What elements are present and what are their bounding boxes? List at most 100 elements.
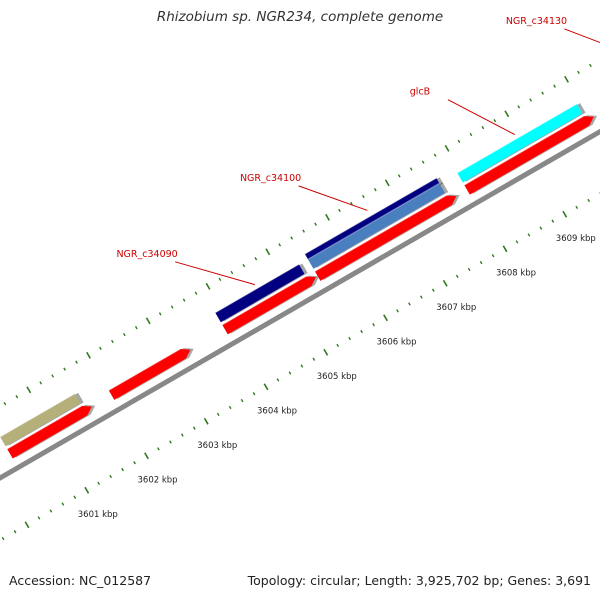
inner-tick-mark [539,226,543,230]
outer-tick-mark [504,110,510,118]
inner-tick-mark [372,323,375,327]
gene-label[interactable]: NGR_c34130 [506,16,567,27]
feature-highlight [304,177,437,255]
feature-cds-forward-1[interactable] [6,405,96,459]
inner-tick-mark [587,198,591,203]
feature-body [7,405,92,459]
inner-tick-mark [13,530,17,534]
feature-body [0,393,81,447]
feature-cds-other-0[interactable] [0,392,84,447]
inner-tick-mark [396,309,399,313]
feature-highlight [108,348,181,391]
feature-body [304,178,440,261]
inner-tick-mark [263,383,269,391]
outer-tick-mark [493,119,497,123]
inner-tick-mark [562,210,568,218]
feature-gene-8[interactable] [456,103,586,183]
inner-tick-mark [24,521,30,529]
outer-tick-mark [254,257,258,261]
outer-tick-mark [265,248,271,256]
kbp-label: 3604 kbp [257,406,297,416]
inner-tick-mark [121,467,124,472]
outer-tick-mark [290,236,294,240]
outer-tick-mark [51,374,55,378]
inner-tick-mark [61,502,65,506]
feature-highlight [456,103,578,174]
inner-tick-mark [431,288,435,292]
outer-tick-mark [230,270,234,275]
kbp-label: 3608 kbp [496,268,536,278]
feature-highlight [0,393,76,438]
feature-gene-3[interactable] [214,263,308,323]
outer-tick-mark [517,105,521,109]
gene-label[interactable]: glcB [410,87,430,98]
outer-tick-mark [3,401,7,406]
inner-tick-mark [455,274,459,279]
outer-tick-mark [205,282,211,290]
outer-tick-mark [433,153,437,157]
outer-tick-mark [409,167,413,171]
outer-tick-mark [589,63,592,68]
feature-highlight [214,263,300,314]
inner-tick-mark [420,295,423,299]
outer-tick-mark [39,381,43,385]
gene-leader-line [447,99,516,136]
inner-tick-mark [312,357,316,361]
inner-tick-mark [276,378,280,382]
feature-cds-forward-9[interactable] [463,115,598,195]
outer-tick-mark [145,317,151,325]
inner-tick-mark [323,348,329,356]
outer-tick-mark [194,291,198,295]
outer-tick-mark [373,188,377,192]
inner-tick-mark [408,302,411,306]
outer-tick-mark [362,194,365,199]
inner-tick-mark [575,205,579,210]
inner-tick-mark [133,461,136,465]
kbp-label: 3606 kbp [377,337,417,347]
inner-tick-mark [515,240,519,244]
feature-gene-5[interactable] [304,177,444,261]
feature-mrna-6[interactable] [307,182,449,269]
outer-tick-mark [302,229,305,233]
inner-tick-mark [97,481,101,486]
inner-tick-mark [203,417,209,425]
outer-tick-mark [350,201,353,206]
inner-tick-mark [467,267,471,272]
feature-cds-forward-4[interactable] [221,275,320,335]
inner-tick-mark [169,440,172,444]
outer-tick-mark [218,277,222,282]
gene-leader-line [564,28,600,44]
feature-body [215,264,305,323]
inner-tick-mark [84,486,90,494]
gene-label[interactable]: NGR_c34090 [116,249,177,260]
inner-tick-mark [216,412,220,417]
feature-cds-forward-7[interactable] [314,194,460,281]
kbp-label: 3605 kbp [317,372,357,382]
feature-highlight [463,115,585,186]
inner-tick-mark [240,398,244,403]
inner-tick-mark [336,343,340,348]
outer-tick-mark [564,75,569,83]
inner-tick-mark [383,314,388,322]
kbp-label: 3603 kbp [197,441,237,451]
inner-tick-mark [479,260,483,265]
outer-tick-mark [421,160,425,164]
outer-tick-mark [86,351,91,359]
feature-body [307,183,445,269]
gene-label[interactable]: NGR_c34100 [240,173,301,184]
outer-tick-mark [170,305,174,309]
inner-tick-mark [109,474,113,479]
inner-tick-mark [252,392,256,396]
feature-body [314,195,457,281]
feature-highlight [221,276,307,326]
outer-tick-mark [182,298,186,302]
genome-backbone [0,128,600,481]
inner-tick-mark [1,536,5,541]
feature-cds-forward-2[interactable] [108,348,194,400]
outer-tick-mark [397,174,401,178]
inner-tick-mark [192,426,196,430]
inner-tick-mark [73,495,77,499]
outer-tick-mark [577,70,580,75]
